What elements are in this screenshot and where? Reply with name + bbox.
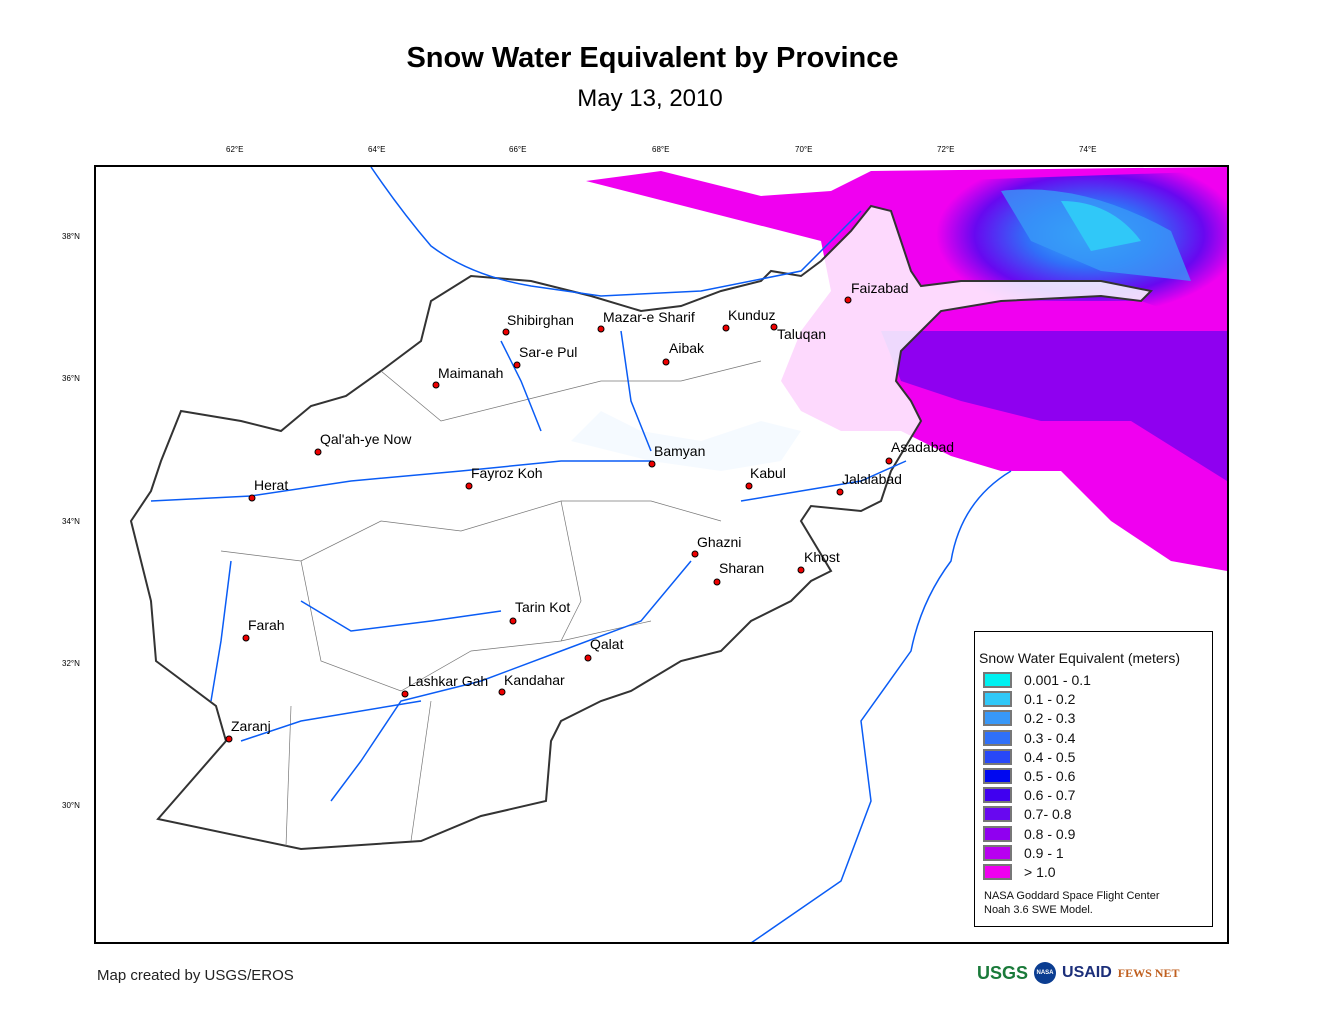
model-credit: NASA Goddard Space Flight Center bbox=[984, 890, 1160, 902]
partner-logos: USGS NASA USAID FEWS NET bbox=[977, 962, 1179, 984]
usgs-logo: USGS bbox=[977, 962, 1029, 983]
city-label: Faizabad bbox=[851, 280, 909, 296]
map-credit: Map created by USGS/EROS bbox=[97, 967, 294, 984]
legend-item: 0.5 - 0.6 bbox=[983, 768, 1075, 784]
legend-item: 0.3 - 0.4 bbox=[983, 729, 1076, 746]
usaid-logo: USAID bbox=[1062, 964, 1112, 981]
city-markers bbox=[225, 296, 893, 743]
nasa-logo: NASA bbox=[1034, 962, 1057, 984]
legend-item: 0.2 - 0.3 bbox=[983, 710, 1076, 727]
map-frame bbox=[94, 165, 1229, 944]
lon-tick: 72°E bbox=[937, 145, 955, 154]
legend-label: > 1.0 bbox=[1024, 864, 1056, 880]
rivers bbox=[150, 167, 1012, 942]
model-name: Noah 3.6 SWE Model. bbox=[984, 904, 1093, 916]
city-label: Kabul bbox=[750, 465, 786, 481]
legend-swatch bbox=[983, 806, 1012, 823]
legend-item: 0.7- 0.8 bbox=[983, 806, 1072, 823]
legend: Snow Water Equivalent (meters) 0.001 - 0… bbox=[974, 631, 1213, 927]
city-label: Asadabad bbox=[891, 439, 955, 455]
city-label: Qal'ah-ye Now bbox=[320, 431, 412, 447]
city-label: Fayroz Koh bbox=[471, 465, 543, 481]
legend-label: 0.4 - 0.5 bbox=[1024, 748, 1076, 765]
legend-label: 0.8 - 0.9 bbox=[1024, 825, 1076, 842]
city-label: Jalalabad bbox=[842, 471, 902, 487]
legend-label: 0.9 - 1 bbox=[1024, 844, 1064, 861]
map-title: Snow Water Equivalent by Province bbox=[406, 42, 899, 74]
lon-tick: 64°E bbox=[368, 145, 386, 154]
country-border bbox=[129, 204, 1154, 851]
legend-title: Snow Water Equivalent (meters) bbox=[979, 650, 1180, 666]
legend-label: 0.6 - 0.7 bbox=[1024, 787, 1076, 804]
city-label: Herat bbox=[254, 477, 289, 493]
legend-label: 0.1 - 0.2 bbox=[1024, 691, 1076, 708]
lon-tick: 74°E bbox=[1079, 145, 1097, 154]
city-label: Ghazni bbox=[697, 534, 742, 550]
fews-net-logo: FEWS NET bbox=[1117, 965, 1180, 980]
lon-tick: 70°E bbox=[795, 145, 813, 154]
lat-tick: 34°N bbox=[62, 517, 80, 526]
city-label: Kunduz bbox=[728, 307, 776, 323]
legend-item: 0.1 - 0.2 bbox=[983, 691, 1076, 708]
city-label: Mazar-e Sharif bbox=[603, 309, 695, 325]
city-label: Taluqan bbox=[777, 326, 827, 342]
lon-tick: 62°E bbox=[226, 145, 244, 154]
legend-label: 0.2 - 0.3 bbox=[1024, 710, 1076, 727]
legend-swatch bbox=[983, 672, 1012, 688]
city-label: Khost bbox=[804, 549, 840, 565]
legend-swatch bbox=[983, 691, 1012, 708]
lat-tick: 30°N bbox=[62, 801, 80, 810]
city-label: Tarin Kot bbox=[515, 599, 571, 615]
legend-swatch bbox=[983, 825, 1012, 842]
legend-swatch bbox=[983, 768, 1012, 784]
legend-swatch bbox=[983, 864, 1012, 880]
legend-item: 0.4 - 0.5 bbox=[983, 748, 1076, 765]
legend-swatch bbox=[983, 729, 1012, 746]
city-label: Aibak bbox=[669, 340, 705, 356]
city-label: Zaranj bbox=[231, 718, 271, 734]
legend-item: > 1.0 bbox=[983, 864, 1056, 880]
legend-item: 0.001 - 0.1 bbox=[983, 672, 1091, 688]
lat-tick: 32°N bbox=[62, 659, 80, 668]
legend-label: 0.5 - 0.6 bbox=[1024, 768, 1076, 784]
city-label: Kandahar bbox=[504, 672, 565, 688]
city-label: Lashkar Gah bbox=[408, 673, 489, 689]
lat-tick: 38°N bbox=[62, 232, 80, 241]
legend-swatch bbox=[983, 787, 1012, 804]
legend-swatch bbox=[983, 748, 1012, 765]
lat-tick: 36°N bbox=[62, 374, 80, 383]
legend-swatch bbox=[983, 710, 1012, 727]
lon-tick: 68°E bbox=[652, 145, 670, 154]
legend-item: 0.9 - 1 bbox=[983, 844, 1064, 861]
province-boundaries bbox=[220, 360, 762, 847]
snow-cover bbox=[571, 167, 1227, 571]
map-canvas bbox=[129, 167, 1227, 942]
city-label: Qalat bbox=[590, 636, 624, 652]
lon-tick: 66°E bbox=[509, 145, 527, 154]
city-label: Bamyan bbox=[654, 443, 706, 459]
legend-label: 0.3 - 0.4 bbox=[1024, 729, 1076, 746]
legend-item: 0.6 - 0.7 bbox=[983, 787, 1076, 804]
city-label: Sar-e Pul bbox=[519, 344, 578, 360]
legend-label: 0.7- 0.8 bbox=[1024, 806, 1072, 823]
city-label: Maimanah bbox=[438, 365, 504, 381]
legend-label: 0.001 - 0.1 bbox=[1024, 672, 1091, 688]
legend-item: 0.8 - 0.9 bbox=[983, 825, 1076, 842]
city-label: Sharan bbox=[719, 560, 765, 576]
city-label: Farah bbox=[248, 617, 285, 633]
map-date: May 13, 2010 bbox=[577, 85, 723, 112]
legend-swatch bbox=[983, 844, 1012, 861]
city-label: Shibirghan bbox=[507, 312, 574, 328]
